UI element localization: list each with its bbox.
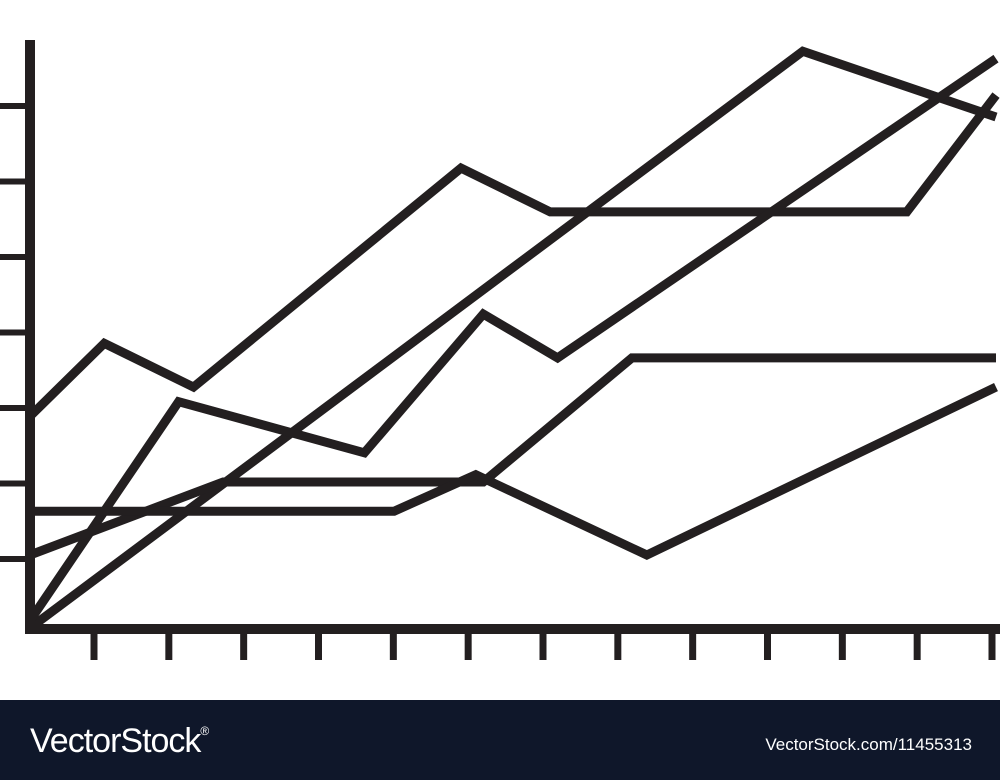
vectorstock-logo: VectorStock® — [30, 722, 208, 761]
series-line-1 — [30, 95, 996, 416]
line-chart — [0, 0, 1000, 700]
image-id-label: VectorStock.com/11455313 — [765, 735, 972, 755]
series-line-2 — [30, 51, 996, 628]
registered-mark: ® — [200, 724, 208, 738]
logo-text: VectorStock — [30, 722, 200, 760]
series-line-3 — [30, 59, 996, 621]
chart-svg — [0, 0, 1000, 700]
watermark-footer: VectorStock® VectorStock.com/11455313 — [0, 700, 1000, 780]
